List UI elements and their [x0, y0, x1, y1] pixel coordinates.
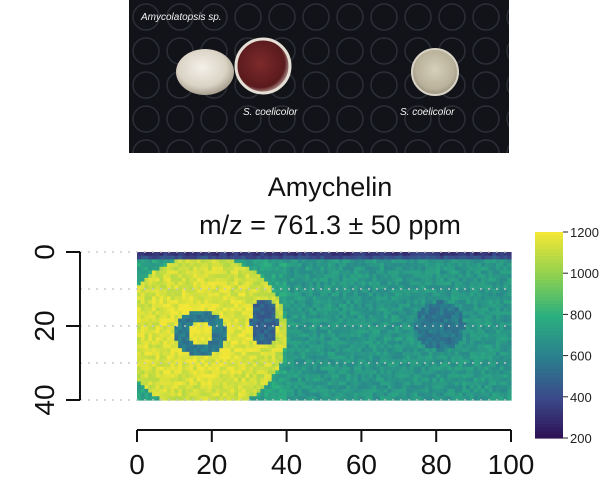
photo-label-amycolatopsis: Amycolatopsis sp.: [141, 12, 222, 23]
plate-background: [129, 0, 509, 153]
x-axis: 0 20 40 60 80 100: [129, 429, 535, 480]
heatmap-image: [137, 252, 512, 401]
x-tick-label: 80: [421, 449, 452, 480]
coelicolor-colony-1: [234, 37, 292, 95]
photo-label-coelicolor-1: S. coelicolor: [243, 107, 298, 118]
x-tick-label: 60: [346, 449, 377, 480]
y-axis: 0 20 40: [29, 244, 81, 416]
colorbar-tick-label: 800: [570, 307, 592, 322]
x-tick-label: 100: [488, 449, 535, 480]
x-tick-label: 40: [271, 449, 302, 480]
coelicolor-colony-2: [411, 48, 459, 96]
colorbar: 1200 1000 800 600 400 200: [535, 225, 599, 446]
colorbar-tick-label: 600: [570, 349, 592, 364]
colorbar-tick-label: 1000: [570, 266, 599, 281]
colorbar-tick-label: 1200: [570, 225, 599, 240]
plot-subtitle: m/z = 761.3 ± 50 ppm: [199, 210, 461, 240]
x-tick-label: 0: [129, 449, 145, 480]
amycolatopsis-colony: [176, 49, 234, 95]
y-tick-label: 20: [29, 310, 60, 341]
colorbar-tick-label: 200: [570, 431, 592, 446]
plot-title: Amychelin: [267, 172, 393, 202]
y-tick-label: 40: [29, 384, 60, 415]
y-tick-label: 0: [29, 244, 60, 260]
photo-label-coelicolor-2: S. coelicolor: [400, 107, 455, 118]
colorbar-tick-label: 400: [570, 390, 592, 405]
culture-photo: Amycolatopsis sp. S. coelicolor S. coeli…: [129, 0, 509, 153]
x-tick-label: 20: [196, 449, 227, 480]
